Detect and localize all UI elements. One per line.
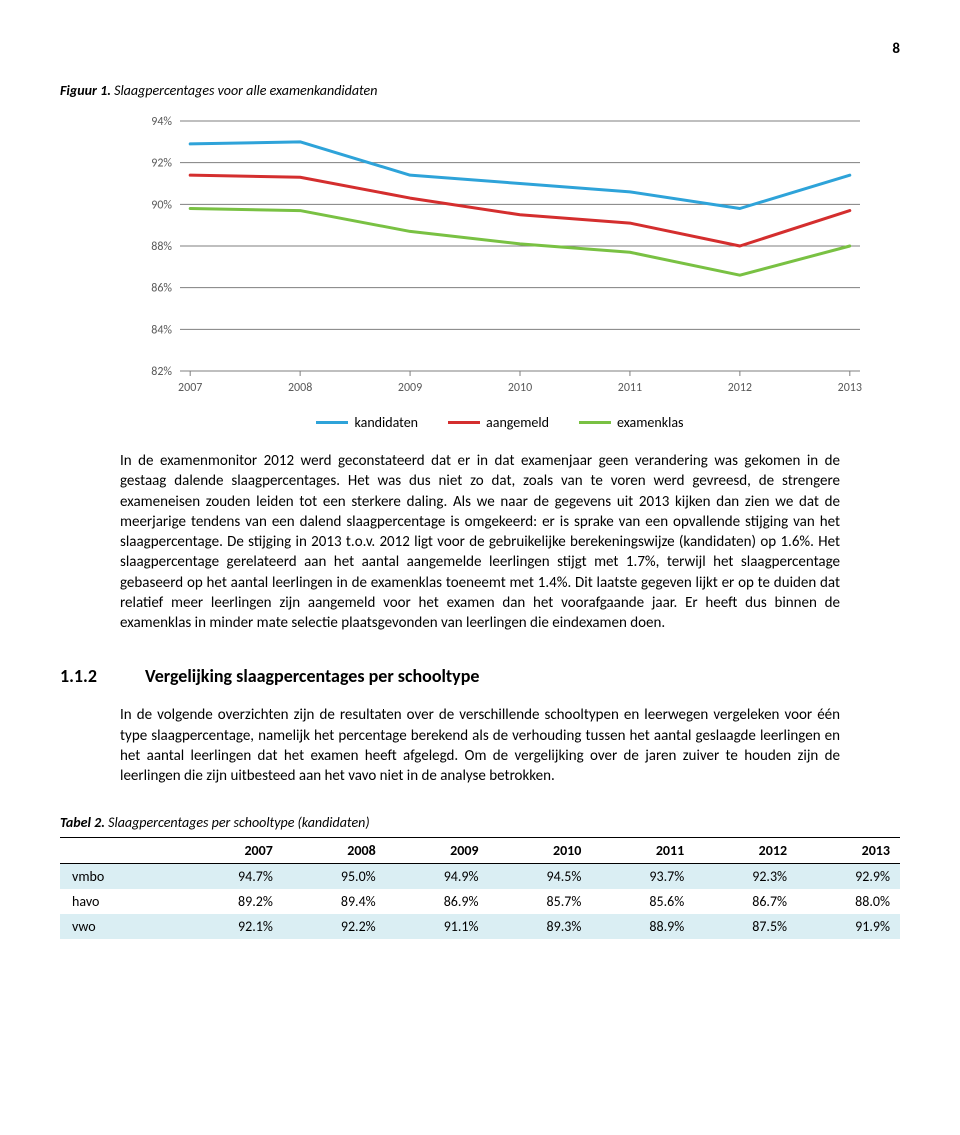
table2: 2007200820092010201120122013 vmbo94.7%95… xyxy=(60,837,900,939)
table-cell: 88.0% xyxy=(797,889,900,914)
legend-item: aangemeld xyxy=(448,414,549,431)
table-cell: 88.9% xyxy=(591,914,694,939)
section-number: 1.1.2 xyxy=(60,665,105,687)
table-cell: 89.2% xyxy=(180,889,283,914)
table2-caption-text: Slaagpercentages per schooltype (kandida… xyxy=(105,814,370,831)
svg-text:92%: 92% xyxy=(151,157,172,171)
table-row: havo89.2%89.4%86.9%85.7%85.6%86.7%88.0% xyxy=(60,889,900,914)
svg-text:2012: 2012 xyxy=(728,381,752,395)
svg-text:2011: 2011 xyxy=(618,381,642,395)
table-cell: 92.3% xyxy=(694,864,797,890)
table-cell: 93.7% xyxy=(591,864,694,890)
legend-swatch xyxy=(448,421,480,424)
legend-item: examenklas xyxy=(579,414,684,431)
table2-col-header: 2013 xyxy=(797,838,900,864)
legend-label: aangemeld xyxy=(486,414,549,431)
paragraph-1: In de examenmonitor 2012 werd geconstate… xyxy=(120,451,840,633)
legend-label: examenklas xyxy=(617,414,684,431)
svg-text:94%: 94% xyxy=(151,115,172,129)
table2-col-header: 2011 xyxy=(591,838,694,864)
svg-text:2013: 2013 xyxy=(838,381,862,395)
table-cell: 86.7% xyxy=(694,889,797,914)
svg-text:2010: 2010 xyxy=(508,381,532,395)
table-cell: 92.1% xyxy=(180,914,283,939)
section-body: In de volgende overzichten zijn de resul… xyxy=(120,705,840,786)
figure1-caption: Figuur 1. Slaagpercentages voor alle exa… xyxy=(60,82,900,99)
table2-col-header: 2008 xyxy=(283,838,386,864)
svg-text:2007: 2007 xyxy=(178,381,202,395)
figure1-caption-text: Slaagpercentages voor alle examenkandida… xyxy=(111,82,378,99)
table-cell: 95.0% xyxy=(283,864,386,890)
svg-text:2008: 2008 xyxy=(288,381,312,395)
svg-text:84%: 84% xyxy=(151,323,172,337)
svg-text:90%: 90% xyxy=(151,198,172,212)
table-row: vwo92.1%92.2%91.1%89.3%88.9%87.5%91.9% xyxy=(60,914,900,939)
figure1-caption-prefix: Figuur 1. xyxy=(60,82,111,99)
figure1-chart: 82% 84% 86% 88% 90% 92% 94% 2007 2008 2009 2010 201… xyxy=(120,111,880,431)
table2-header-row: 2007200820092010201120122013 xyxy=(60,838,900,864)
table-cell: vmbo xyxy=(60,864,180,890)
legend-swatch xyxy=(579,421,611,424)
table-cell: 89.4% xyxy=(283,889,386,914)
table-cell: 85.7% xyxy=(489,889,592,914)
legend-item: kandidaten xyxy=(316,414,418,431)
legend-label: kandidaten xyxy=(354,414,418,431)
table-cell: 89.3% xyxy=(489,914,592,939)
section-1-1-2-heading: 1.1.2 Vergelijking slaagpercentages per … xyxy=(60,665,900,687)
svg-text:86%: 86% xyxy=(151,282,172,296)
table-cell: 86.9% xyxy=(386,889,489,914)
svg-text:82%: 82% xyxy=(151,365,172,379)
table2-col-header: 2010 xyxy=(489,838,592,864)
table-row: vmbo94.7%95.0%94.9%94.5%93.7%92.3%92.9% xyxy=(60,864,900,890)
section-title: Vergelijking slaagpercentages per school… xyxy=(145,665,479,687)
table2-col-header xyxy=(60,838,180,864)
table-cell: 94.7% xyxy=(180,864,283,890)
table2-col-header: 2009 xyxy=(386,838,489,864)
table-cell: 85.6% xyxy=(591,889,694,914)
table-cell: 91.9% xyxy=(797,914,900,939)
figure1-legend: kandidaten aangemeld examenklas xyxy=(120,414,880,431)
table2-caption-prefix: Tabel 2. xyxy=(60,814,105,831)
table-cell: 92.2% xyxy=(283,914,386,939)
svg-text:2009: 2009 xyxy=(398,381,422,395)
svg-text:88%: 88% xyxy=(151,240,172,254)
table-cell: vwo xyxy=(60,914,180,939)
table-cell: 94.5% xyxy=(489,864,592,890)
page-number: 8 xyxy=(60,40,900,58)
table-cell: 91.1% xyxy=(386,914,489,939)
legend-swatch xyxy=(316,421,348,424)
table2-col-header: 2007 xyxy=(180,838,283,864)
table2-col-header: 2012 xyxy=(694,838,797,864)
table-cell: 87.5% xyxy=(694,914,797,939)
figure1-svg: 82% 84% 86% 88% 90% 92% 94% 2007 2008 2009 2010 201… xyxy=(120,111,880,401)
table-cell: havo xyxy=(60,889,180,914)
table-cell: 94.9% xyxy=(386,864,489,890)
table-cell: 92.9% xyxy=(797,864,900,890)
table2-caption: Tabel 2. Slaagpercentages per schooltype… xyxy=(60,814,900,831)
